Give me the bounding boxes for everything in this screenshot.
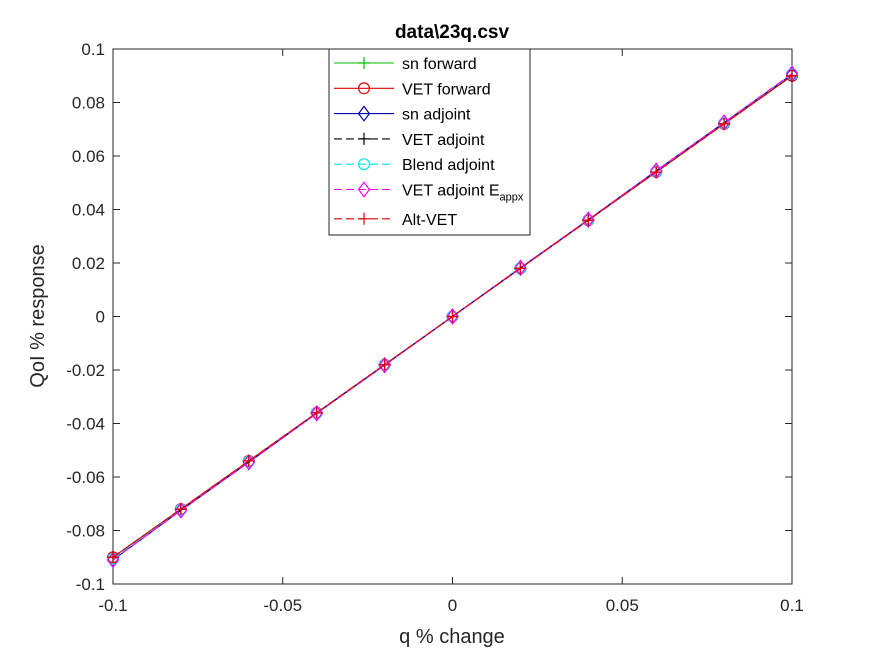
- legend-marker: [357, 181, 371, 198]
- legend-entry[interactable]: VET adjoint: [334, 132, 485, 149]
- legend-label-text: sn adjoint: [402, 107, 471, 124]
- legend-label: VET adjoint: [402, 132, 485, 149]
- legend-marker: [358, 212, 370, 225]
- data-point: [310, 406, 323, 419]
- data-point: [378, 358, 391, 371]
- x-tick-label: -0.1: [98, 596, 127, 615]
- legend-label-text: VET forward: [402, 81, 491, 98]
- legend-label-text: Alt-VET: [402, 212, 457, 229]
- legend-label: sn adjoint: [402, 107, 471, 124]
- data-point: [107, 551, 119, 564]
- chart-title: data\23q.csv: [395, 22, 509, 43]
- legend-label-text: VET adjoint: [402, 132, 485, 149]
- legend-label: VET forward: [402, 81, 491, 98]
- y-tick-label: 0.02: [72, 254, 105, 273]
- y-tick-label: -0.1: [76, 575, 105, 594]
- data-point: [446, 310, 459, 323]
- y-tick-label: -0.06: [66, 468, 105, 487]
- legend-label-text: VET adjoint E: [402, 183, 500, 200]
- x-tick-label: 0.05: [606, 596, 639, 615]
- y-tick-label: -0.08: [66, 522, 105, 541]
- y-tick-label: 0.1: [81, 40, 105, 59]
- y-tick-label: -0.02: [66, 361, 105, 380]
- data-point: [310, 405, 323, 422]
- data-point: [514, 262, 527, 275]
- legend-entry[interactable]: sn adjoint: [334, 105, 471, 124]
- y-tick-label: 0.06: [72, 147, 105, 166]
- data-point: [242, 454, 255, 467]
- y-tick-label: 0.08: [72, 94, 105, 113]
- legend-marker: [357, 105, 371, 122]
- legend-marker: [358, 82, 371, 95]
- y-tick-label: 0: [96, 308, 105, 327]
- y-tick-label: -0.04: [66, 415, 105, 434]
- data-point: [242, 454, 255, 471]
- series-line: [112, 75, 793, 558]
- y-tick-label: 0.04: [72, 201, 105, 220]
- series-layer: [106, 65, 799, 569]
- legend-label: sn forward: [402, 56, 477, 73]
- legend-label: VET adjoint Eappx: [402, 183, 524, 204]
- legend-entry[interactable]: VET forward: [334, 81, 491, 98]
- data-point: [174, 502, 188, 519]
- legend-label: Alt-VET: [402, 212, 457, 229]
- x-tick-label: -0.05: [263, 596, 302, 615]
- legend-label-subscript: appx: [500, 192, 524, 204]
- legend-marker: [358, 57, 370, 69]
- data-point: [786, 69, 798, 82]
- x-axis-title: q % change: [399, 626, 505, 648]
- data-point: [174, 503, 187, 516]
- data-point: [582, 214, 595, 227]
- legend-label-text: sn forward: [402, 56, 477, 73]
- legend-label: Blend adjoint: [402, 157, 495, 174]
- data-point: [378, 356, 391, 374]
- legend-marker: [358, 158, 371, 171]
- series-6: [107, 69, 798, 564]
- x-tick-label: 0.1: [780, 596, 804, 615]
- data-point: [582, 211, 595, 228]
- x-tick-label: 0: [448, 596, 457, 615]
- legend-box: [328, 48, 531, 236]
- data-point: [718, 117, 731, 130]
- data-point: [650, 166, 663, 179]
- legend-entry[interactable]: Alt-VET: [334, 212, 457, 229]
- legend-entry[interactable]: sn forward: [334, 56, 477, 73]
- legend-entry[interactable]: VET adjoint Eappx: [334, 181, 524, 204]
- series-line: [112, 73, 793, 561]
- legend-entry[interactable]: Blend adjoint: [334, 157, 495, 174]
- y-axis-title: QoI % response: [27, 244, 49, 387]
- legend[interactable]: sn forward VET forward sn adjoint VET adjoi…: [328, 48, 531, 236]
- legend-marker: [358, 132, 370, 145]
- legend-label-text: Blend adjoint: [402, 157, 495, 174]
